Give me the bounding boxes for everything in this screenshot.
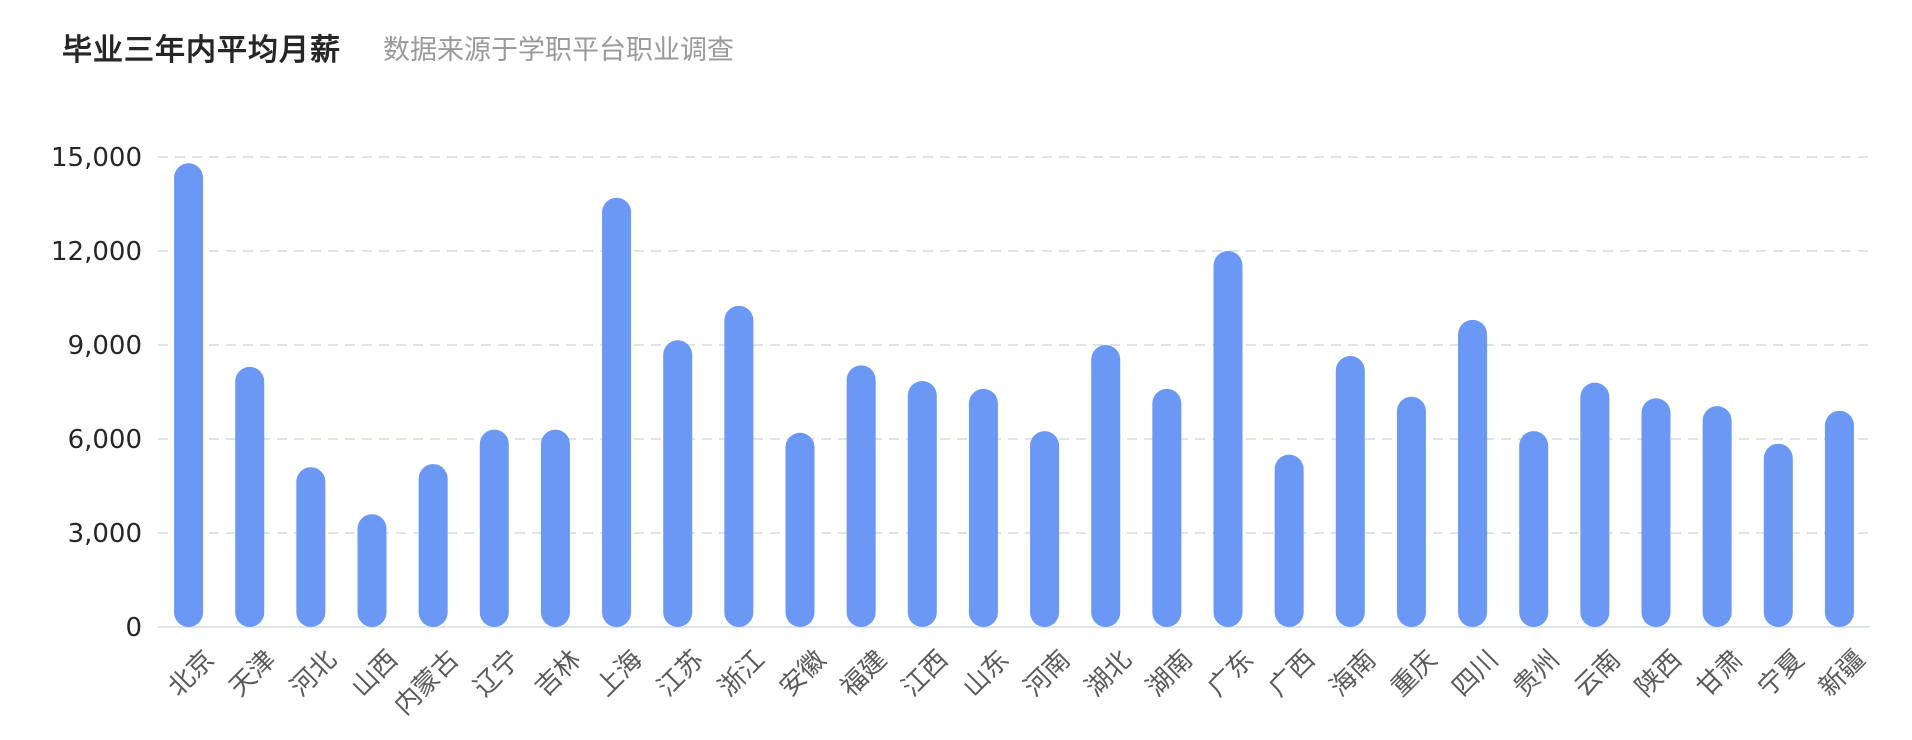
chart-subtitle: 数据来源于学职平台职业调查	[383, 34, 734, 66]
bar-安徽[interactable]	[785, 432, 815, 627]
x-tick-label: 甘肃	[1691, 645, 1749, 703]
bar-贵州[interactable]	[1519, 431, 1549, 627]
bar-上海[interactable]	[602, 197, 632, 627]
bar-广东[interactable]	[1213, 251, 1243, 627]
x-tick-label: 江西	[896, 645, 954, 703]
y-tick-label: 0	[125, 613, 142, 643]
bar-广西[interactable]	[1274, 454, 1304, 627]
bar-内蒙古[interactable]	[418, 464, 448, 627]
x-tick-label: 宁夏	[1752, 645, 1810, 703]
x-tick-label: 广东	[1202, 645, 1260, 703]
x-tick-label: 河南	[1019, 645, 1077, 703]
x-tick-label: 山东	[957, 645, 1015, 703]
x-tick-label: 福建	[835, 645, 893, 703]
x-tick-label: 重庆	[1385, 645, 1443, 703]
x-tick-label: 新疆	[1813, 645, 1871, 703]
x-tick-label: 广西	[1263, 645, 1321, 703]
x-tick-label: 贵州	[1508, 645, 1566, 703]
bar-北京[interactable]	[174, 163, 204, 627]
x-tick-label: 湖南	[1141, 645, 1199, 703]
x-tick-label: 海南	[1324, 645, 1382, 703]
bar-天津[interactable]	[235, 366, 265, 627]
x-tick-label: 辽宁	[468, 645, 526, 703]
y-tick-label: 9,000	[68, 331, 142, 361]
bar-福建[interactable]	[846, 365, 876, 627]
x-tick-label: 云南	[1569, 645, 1627, 703]
bar-山西[interactable]	[357, 514, 387, 627]
y-tick-label: 3,000	[68, 519, 142, 549]
bar-湖南[interactable]	[1152, 388, 1182, 627]
y-tick-label: 15,000	[51, 143, 142, 173]
x-tick-label: 安徽	[774, 645, 832, 703]
bar-海南[interactable]	[1335, 355, 1365, 627]
bar-甘肃[interactable]	[1702, 406, 1732, 627]
bar-陕西[interactable]	[1641, 398, 1671, 627]
y-tick-label: 12,000	[51, 237, 142, 267]
bar-重庆[interactable]	[1396, 396, 1426, 627]
bar-四川[interactable]	[1458, 319, 1488, 627]
x-tick-label: 四川	[1447, 645, 1505, 703]
x-tick-label: 江苏	[652, 645, 710, 703]
x-tick-label: 吉林	[529, 645, 587, 703]
bar-浙江[interactable]	[724, 305, 754, 627]
chart-title: 毕业三年内平均月薪	[62, 33, 341, 68]
x-tick-label: 内蒙古	[389, 645, 465, 721]
bar-山东[interactable]	[968, 388, 998, 627]
x-tick-label: 陕西	[1630, 645, 1688, 703]
x-tick-label: 浙江	[713, 645, 771, 703]
x-tick-label: 上海	[591, 645, 649, 703]
bar-河北[interactable]	[296, 467, 326, 627]
bar-新疆[interactable]	[1824, 410, 1854, 627]
bar-吉林[interactable]	[540, 429, 570, 627]
x-tick-label: 天津	[224, 645, 282, 703]
bar-云南[interactable]	[1580, 382, 1610, 627]
bar-江苏[interactable]	[663, 340, 693, 627]
bar-辽宁[interactable]	[479, 429, 509, 627]
y-tick-label: 6,000	[68, 425, 142, 455]
x-tick-label: 河北	[285, 645, 343, 703]
bar-江西[interactable]	[907, 381, 937, 627]
bar-宁夏[interactable]	[1763, 443, 1793, 627]
bar-河南[interactable]	[1030, 431, 1060, 627]
bar-湖北[interactable]	[1091, 345, 1121, 627]
chart-header: 毕业三年内平均月薪 数据来源于学职平台职业调查	[62, 22, 734, 72]
x-tick-label: 湖北	[1080, 645, 1138, 703]
x-tick-label: 北京	[163, 645, 221, 703]
